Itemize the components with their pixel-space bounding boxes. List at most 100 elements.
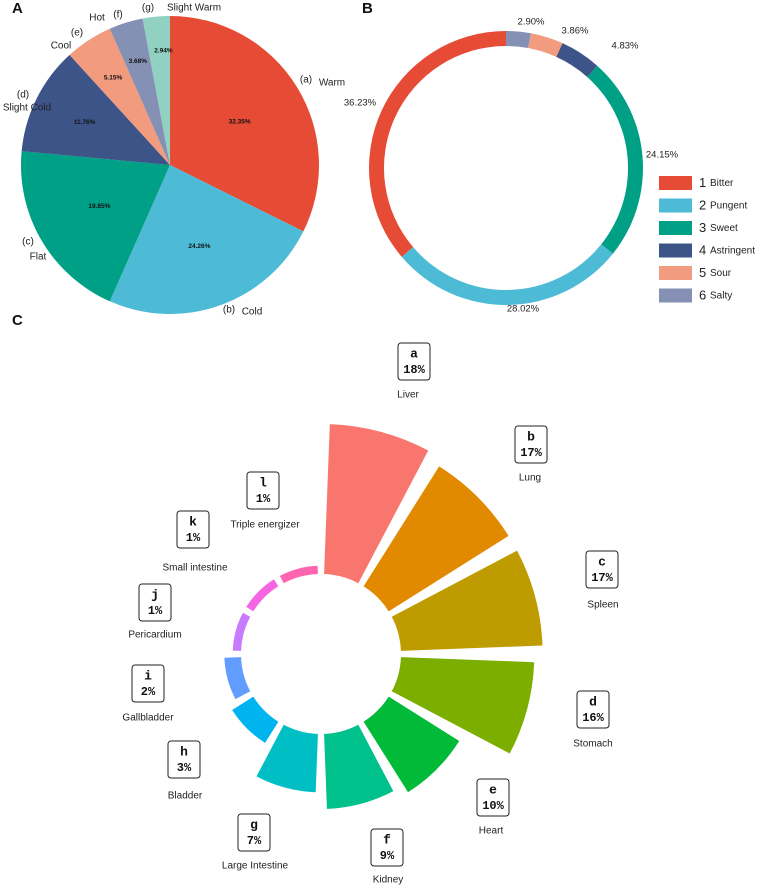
meridian-name: Lung xyxy=(519,473,541,484)
meridian-letter: c xyxy=(598,554,606,569)
legend-label: Bitter xyxy=(710,178,734,189)
pie-slice-key: (f) xyxy=(113,10,122,21)
pie-slice-label: Warm xyxy=(319,78,345,89)
taste-donut-chart: 36.23% 28.02% 24.15% 4.83% 3.86% 2.90% xyxy=(344,17,679,315)
meridian-bar-triple-energizer xyxy=(279,565,318,584)
meridian-percent: 17% xyxy=(591,571,613,585)
legend-number: 6 xyxy=(699,287,706,302)
meridian-name: Heart xyxy=(479,826,504,837)
legend-swatch xyxy=(659,288,692,303)
meridian-name: Pericardium xyxy=(128,630,181,641)
donut-slice-astringent xyxy=(556,43,598,77)
legend-label: Salty xyxy=(710,291,732,302)
donut-slice-percent-label: 28.02% xyxy=(507,304,540,315)
pie-slice-cold xyxy=(109,165,304,314)
donut-slice-bitter xyxy=(369,30,506,257)
meridian-bar-pericardium xyxy=(232,612,251,651)
pie-slice-label: Cold xyxy=(242,307,263,318)
legend-label: Sweet xyxy=(710,223,738,234)
legend-swatch xyxy=(659,221,692,235)
meridian-percent: 3% xyxy=(177,761,192,775)
pie-slice-label: Hot xyxy=(89,13,105,24)
meridian-name: Large Intestine xyxy=(222,861,289,872)
donut-slice-percent-label: 4.83% xyxy=(612,41,639,52)
meridian-name: Stomach xyxy=(573,739,612,750)
meridian-bar-large-intestine xyxy=(256,724,318,793)
pie-slice-percent-label: 3.68% xyxy=(129,58,148,65)
donut-slice-sour xyxy=(528,33,563,57)
pie-slice-slight-cold xyxy=(21,54,170,165)
meridian-label-box xyxy=(397,342,431,381)
pie-slice-percent-label: 24.26% xyxy=(188,243,210,250)
meridian-label-box xyxy=(176,510,210,549)
legend-label: Pungent xyxy=(710,201,747,212)
meridian-percent: 16% xyxy=(582,711,604,725)
panel-c-letter: C xyxy=(12,312,23,329)
pie-slice-warm xyxy=(170,16,319,232)
meridian-bar-small-intestine xyxy=(246,579,279,612)
donut-slice-pungent xyxy=(401,244,613,305)
legend-number: 5 xyxy=(699,265,706,280)
meridian-label-box xyxy=(131,664,165,703)
legend-number: 4 xyxy=(699,242,706,257)
meridian-bar-bladder xyxy=(232,696,279,743)
meridian-percent: 2% xyxy=(141,685,156,699)
pie-slice-percent-label: 5.15% xyxy=(104,74,123,81)
legend-number: 2 xyxy=(699,197,706,212)
legend-swatch xyxy=(659,176,692,190)
meridian-letter: k xyxy=(189,514,197,529)
meridian-percent: 10% xyxy=(482,799,504,813)
meridian-name: Gallbladder xyxy=(122,713,174,724)
meridian-label-box xyxy=(138,583,172,622)
donut-slice-sweet xyxy=(587,65,643,254)
donut-slice-percent-label: 24.15% xyxy=(646,150,679,161)
meridian-name: Liver xyxy=(397,390,419,401)
legend-swatch xyxy=(659,243,692,258)
meridian-letter: d xyxy=(589,694,597,709)
meridian-label-box xyxy=(585,550,619,589)
meridian-bar-lung xyxy=(363,466,509,612)
pie-slice-key: (g) xyxy=(142,3,154,14)
meridian-percent: 17% xyxy=(520,446,542,460)
meridian-label-box xyxy=(246,471,280,510)
pie-slice-percent-label: 11.76% xyxy=(74,119,96,126)
legend-number: 3 xyxy=(699,220,706,235)
pie-slice-key: (e) xyxy=(71,28,83,39)
meridian-letter: e xyxy=(489,782,497,797)
meridian-label-box xyxy=(514,425,548,464)
meridian-bar-spleen xyxy=(391,550,543,651)
meridian-label-box xyxy=(237,813,271,852)
meridian-bar-stomach xyxy=(391,657,535,754)
pie-slice-key: (c) xyxy=(22,237,34,248)
meridian-bar-liver xyxy=(324,424,429,584)
pie-slice-flat xyxy=(21,151,171,302)
legend-swatch xyxy=(659,266,692,280)
pie-slice-label: Flat xyxy=(30,252,47,263)
panel-a-letter: A xyxy=(12,0,23,17)
taste-legend: 1 Bitter 2 Pungent 3 Sweet 4 Astringent 5 Sour 6 Sa… xyxy=(659,175,755,303)
donut-slice-percent-label: 3.86% xyxy=(562,26,589,37)
pie-slice-label: Cool xyxy=(51,41,72,52)
meridian-letter: h xyxy=(180,744,188,759)
pie-slice-percent-label: 32.35% xyxy=(229,119,251,126)
meridian-percent: 18% xyxy=(403,363,425,377)
pie-slice-key: (b) xyxy=(223,305,235,316)
meridian-name: Triple energizer xyxy=(230,520,300,531)
meridian-percent: 1% xyxy=(186,531,201,545)
panel-b-letter: B xyxy=(362,0,373,17)
meridian-name: Spleen xyxy=(587,600,618,611)
meridian-letter: j xyxy=(151,587,159,602)
donut-slice-salty xyxy=(506,31,531,49)
meridian-percent: 1% xyxy=(148,604,163,618)
pie-slice-hot xyxy=(109,18,170,165)
meridian-name: Kidney xyxy=(373,875,404,886)
meridian-letter: g xyxy=(250,817,258,832)
temperature-pie-chart: 32.35% Warm (a) 24.26% Cold (b) 19.85% Flat (c) 1… xyxy=(3,3,345,318)
meridian-label-box xyxy=(370,828,404,867)
pie-slice-cool xyxy=(69,28,170,165)
meridian-letter: f xyxy=(383,832,391,847)
meridian-letter: i xyxy=(144,668,152,683)
legend-number: 1 xyxy=(699,175,706,190)
pie-slice-slight-warm xyxy=(142,16,170,165)
